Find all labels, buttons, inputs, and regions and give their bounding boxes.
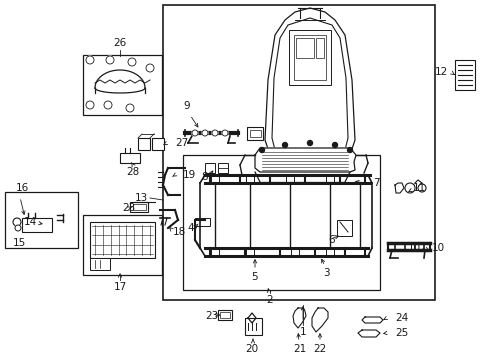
Bar [152,138,163,150]
Text: 19: 19 [183,170,196,180]
Text: 18: 18 [173,227,186,237]
Bar [218,163,227,173]
Bar [83,215,162,275]
Bar [204,163,215,173]
Circle shape [86,101,94,109]
Text: 2: 2 [266,295,273,305]
Bar [220,312,229,318]
Text: 25: 25 [394,328,407,338]
Bar [210,248,219,256]
Text: 16: 16 [16,183,29,193]
Bar [138,138,150,150]
Circle shape [106,56,114,64]
Text: 13: 13 [135,193,148,203]
Bar [293,35,325,80]
Text: 24: 24 [394,313,407,323]
Text: 4: 4 [187,223,194,233]
Circle shape [417,184,425,192]
Circle shape [192,130,198,136]
Circle shape [146,64,154,72]
Circle shape [202,130,207,136]
Bar [290,248,298,256]
Text: 28: 28 [126,167,140,177]
Text: 3: 3 [322,268,328,278]
Circle shape [332,143,337,148]
Bar [246,127,263,140]
Bar [130,202,148,212]
Bar [325,248,333,256]
Circle shape [307,140,312,145]
Bar [90,222,155,258]
Circle shape [222,130,227,136]
Text: 12: 12 [434,67,447,77]
Text: 10: 10 [431,243,444,253]
Bar [183,155,379,290]
Circle shape [212,130,218,136]
Text: 10: 10 [407,243,420,253]
Bar [295,38,313,58]
Circle shape [128,58,136,66]
Text: 14: 14 [24,217,37,227]
Text: 22: 22 [313,344,326,354]
Bar [120,153,140,163]
Text: 23: 23 [122,203,135,213]
Bar [285,175,293,183]
Polygon shape [254,148,355,172]
Text: 20: 20 [245,344,258,354]
Bar [5,192,78,248]
Bar [218,310,231,320]
Text: 8: 8 [201,172,207,182]
Bar [244,318,262,335]
Circle shape [13,218,21,226]
Text: 17: 17 [113,282,126,292]
Text: 15: 15 [13,238,26,248]
Circle shape [104,101,112,109]
Circle shape [347,148,352,153]
Bar [133,204,146,210]
Bar [83,55,162,115]
Text: 21: 21 [293,344,306,354]
Text: 23: 23 [204,311,218,321]
Text: 26: 26 [113,38,126,48]
Text: 5: 5 [251,272,258,282]
Bar [454,60,474,90]
Circle shape [126,104,134,112]
Circle shape [259,148,264,153]
Bar [210,175,219,183]
Bar [325,175,333,183]
Text: 1: 1 [299,327,305,337]
Bar [195,218,209,226]
Bar [163,5,434,300]
Bar [249,130,261,137]
Circle shape [404,183,414,193]
Text: 11: 11 [412,183,426,193]
Text: 7: 7 [372,178,379,188]
Bar [288,30,330,85]
Bar [315,38,324,58]
Text: 6: 6 [327,235,334,245]
Circle shape [15,225,21,231]
Circle shape [86,56,94,64]
Bar [22,218,52,232]
Bar [90,258,110,270]
Circle shape [282,143,287,148]
Bar [245,175,253,183]
Bar [245,248,253,256]
Text: 9: 9 [183,101,190,111]
Bar [336,220,351,236]
Text: 27: 27 [175,138,188,148]
